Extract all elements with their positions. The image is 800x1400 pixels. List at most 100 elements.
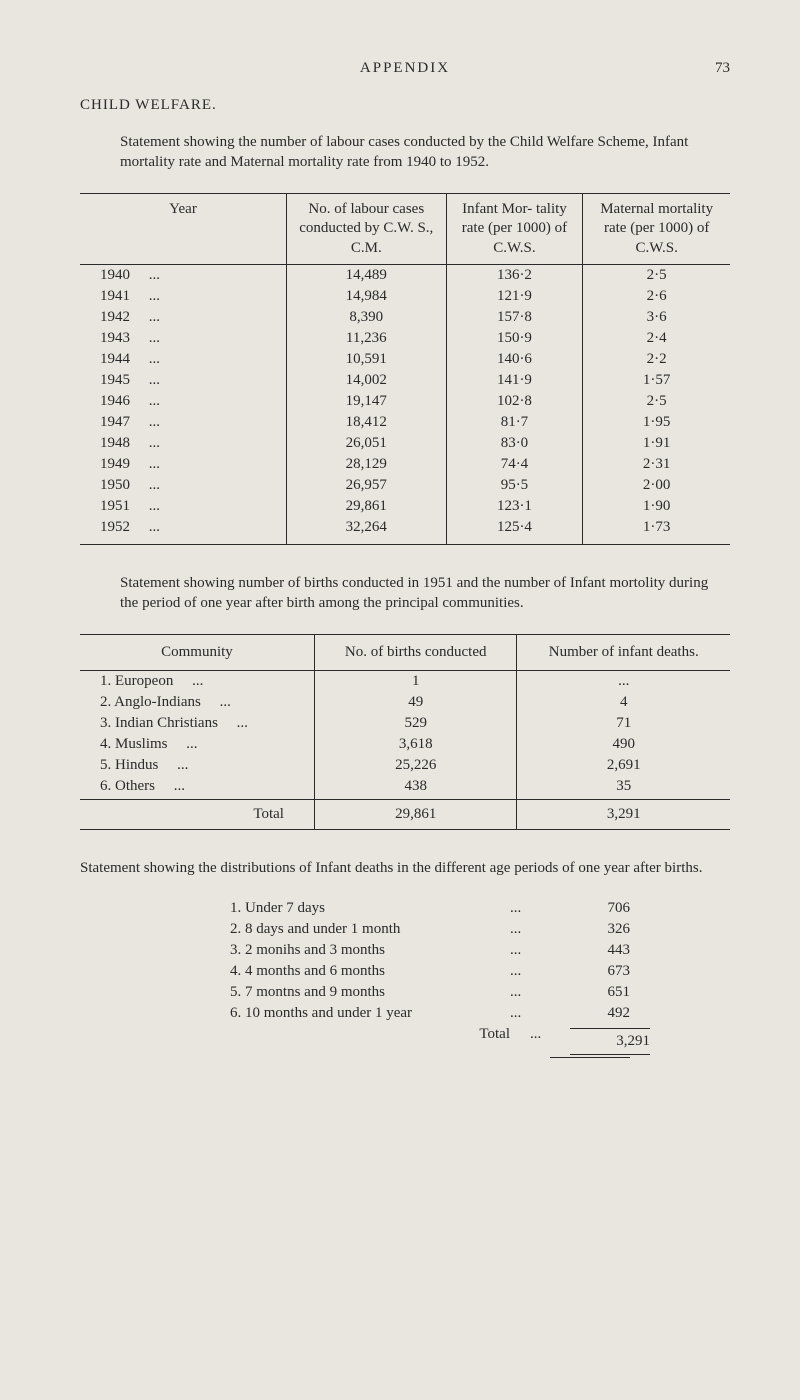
cell-maternal: 1·91 [583,433,730,454]
table-row: 1945...14,002141·91·57 [80,370,730,391]
cell-year: 1952... [80,517,287,545]
table-row: 2. Anglo-Indians...494 [80,692,730,713]
col-maternal: Maternal mortality rate (per 1000) of C.… [583,193,730,265]
cell-community: 5. Hindus... [80,755,314,776]
age-dots: ... [510,982,550,1003]
cell-year: 1940... [80,265,287,287]
cell-deaths: 2,691 [517,755,730,776]
cell-community: 6. Others... [80,776,314,800]
cell-maternal: 2·6 [583,286,730,307]
cell-community: 4. Muslims... [80,734,314,755]
cell-births: 529 [314,713,517,734]
cell-year: 1950... [80,475,287,496]
cell-infant: 83·0 [446,433,583,454]
cell-labour: 18,412 [287,412,447,433]
cell-community: 1. Europeon... [80,671,314,693]
cell-labour: 32,264 [287,517,447,545]
table-row: 1943...11,236150·92·4 [80,328,730,349]
community-births-table: Community No. of births conducted Number… [80,634,730,831]
cell-year: 1945... [80,370,287,391]
table-row: 4. Muslims...3,618490 [80,734,730,755]
age-label: 3. 2 monihs and 3 months [230,940,510,961]
table-row: 1. Europeon...1... [80,671,730,693]
cell-infant: 81·7 [446,412,583,433]
section-title: CHILD WELFARE. [80,97,730,114]
cell-community: 2. Anglo-Indians... [80,692,314,713]
statement-3: Statement showing the distributions of I… [80,858,730,878]
cell-maternal: 1·95 [583,412,730,433]
cell-infant: 157·8 [446,307,583,328]
cell-labour: 19,147 [287,391,447,412]
age-value: 706 [550,898,630,919]
cell-births: 49 [314,692,517,713]
cell-year: 1946... [80,391,287,412]
list-item: 5. 7 montns and 9 months...651 [230,982,730,1003]
age-label: 2. 8 days and under 1 month [230,919,510,940]
age-label: 1. Under 7 days [230,898,510,919]
cell-year: 1949... [80,454,287,475]
cell-infant: 125·4 [446,517,583,545]
age-value: 673 [550,961,630,982]
page-header: APPENDIX 73 [80,60,730,77]
cell-infant: 123·1 [446,496,583,517]
table-row: 1952...32,264125·41·73 [80,517,730,545]
age-dots: ... [510,940,550,961]
age-value: 651 [550,982,630,1003]
table-row: 1950...26,95795·52·00 [80,475,730,496]
age-label: 6. 10 months and under 1 year [230,1003,510,1024]
statement-1: Statement showing the number of labour c… [120,132,730,173]
cell-deaths: 4 [517,692,730,713]
cell-year: 1942... [80,307,287,328]
age-dots: ... [510,1003,550,1024]
cell-labour: 14,002 [287,370,447,391]
cell-infant: 140·6 [446,349,583,370]
cell-births: 3,618 [314,734,517,755]
cell-year: 1943... [80,328,287,349]
cell-year: 1947... [80,412,287,433]
table-row: 1948...26,05183·01·91 [80,433,730,454]
list-item: 2. 8 days and under 1 month...326 [230,919,730,940]
statement-2: Statement showing number of births condu… [120,573,730,614]
age-dots: ... [510,898,550,919]
table-row: 1944...10,591140·62·2 [80,349,730,370]
cell-labour: 14,489 [287,265,447,287]
cell-labour: 11,236 [287,328,447,349]
list-item: 3. 2 monihs and 3 months...443 [230,940,730,961]
total-deaths: 3,291 [517,800,730,830]
cell-community: 3. Indian Christians... [80,713,314,734]
cell-year: 1941... [80,286,287,307]
col-infant: Infant Mor- tality rate (per 1000) of C.… [446,193,583,265]
cell-maternal: 2·5 [583,391,730,412]
cell-labour: 14,984 [287,286,447,307]
cell-year: 1948... [80,433,287,454]
labour-mortality-table: Year No. of labour cases conducted by C.… [80,193,730,546]
cell-maternal: 1·90 [583,496,730,517]
table-row: 1946...19,147102·82·5 [80,391,730,412]
age-label: 4. 4 months and 6 months [230,961,510,982]
cell-maternal: 2·31 [583,454,730,475]
page-number: 73 [690,60,730,77]
cell-births: 25,226 [314,755,517,776]
age-total-underline [550,1057,630,1058]
header-title: APPENDIX [120,60,690,77]
age-total-underline-row [230,1055,730,1058]
cell-labour: 8,390 [287,307,447,328]
cell-infant: 121·9 [446,286,583,307]
col-deaths: Number of infant deaths. [517,634,730,671]
cell-infant: 95·5 [446,475,583,496]
age-dots: ... [510,919,550,940]
cell-maternal: 1·73 [583,517,730,545]
total-row: Total 29,861 3,291 [80,800,730,830]
table-row: 1941...14,984121·92·6 [80,286,730,307]
cell-infant: 150·9 [446,328,583,349]
col-year: Year [80,193,287,265]
table-row: 1942...8,390157·83·6 [80,307,730,328]
age-value: 326 [550,919,630,940]
cell-infant: 74·4 [446,454,583,475]
cell-labour: 26,051 [287,433,447,454]
age-total-row: Total ... 3,291 [230,1024,730,1055]
cell-maternal: 2·2 [583,349,730,370]
cell-infant: 102·8 [446,391,583,412]
table-row: 1940...14,489136·22·5 [80,265,730,287]
cell-labour: 28,129 [287,454,447,475]
